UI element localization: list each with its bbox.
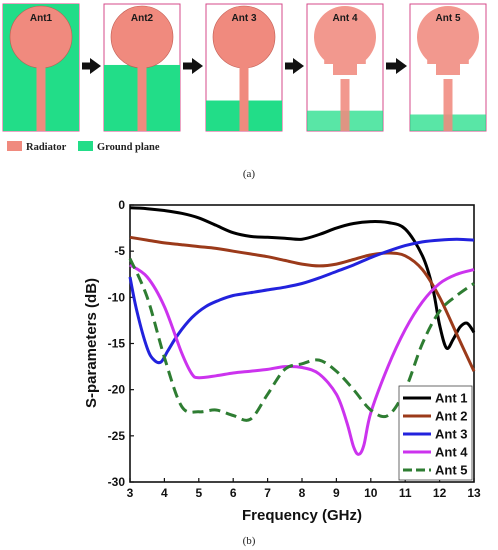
antenna-label: Ant 4 — [333, 13, 358, 24]
radiator-patch — [417, 6, 480, 75]
x-tick-label: 4 — [161, 486, 168, 500]
legend-label: Ant 1 — [435, 391, 468, 406]
arrow-shaft — [183, 62, 194, 70]
caption-b: (b) — [243, 535, 256, 547]
series-line-ant-3 — [128, 237, 475, 365]
arrow-shaft — [285, 62, 295, 70]
s-parameter-chart: 3 4 5 6 7 8 9 10 11 12 13 0 -5 -10 -15 -20 -25 -30 Frequ… — [83, 198, 481, 547]
antenna-panel: Ant2 — [103, 3, 181, 132]
legend-radiator-label: Radiator — [26, 142, 67, 153]
y-axis-ticks: 0 -5 -10 -15 -20 -25 -30 — [108, 198, 134, 489]
feed-line — [36, 66, 46, 131]
x-axis-title: Frequency (GHz) — [242, 507, 362, 524]
x-tick-label: 11 — [399, 486, 412, 500]
arrow-head — [90, 58, 101, 74]
x-tick-label: 8 — [299, 486, 306, 500]
antenna-label: Ant1 — [30, 13, 53, 24]
antenna-panel: Ant 3 — [205, 3, 283, 132]
x-tick-label: 13 — [467, 486, 481, 500]
series-line-ant-4 — [129, 263, 475, 456]
y-tick-label: -10 — [108, 290, 126, 304]
x-tick-label: 6 — [230, 486, 237, 500]
series-line-ant-2 — [129, 235, 476, 372]
series-lines — [128, 206, 476, 456]
antenna-panel: Ant 4 — [306, 3, 384, 132]
y-tick-label: -5 — [114, 244, 125, 258]
antenna-label: Ant 5 — [436, 13, 461, 24]
antenna-evolution: Ant1 Ant2 Ant 3 Ant 4 Ant 5 Radiator Ground … — [2, 3, 487, 180]
x-tick-label: 5 — [195, 486, 202, 500]
y-axis-title: S-parameters (dB) — [83, 278, 100, 408]
antenna-panel: Ant1 — [2, 3, 80, 132]
x-tick-label: 3 — [127, 486, 134, 500]
y-tick-label: -30 — [108, 475, 126, 489]
antenna-panels: Ant1 Ant2 Ant 3 Ant 4 Ant 5 — [2, 3, 487, 132]
y-tick-label: -25 — [108, 429, 126, 443]
y-tick-label: -20 — [108, 383, 126, 397]
arrow-shaft — [82, 62, 92, 70]
antenna-label: Ant 3 — [232, 13, 257, 24]
radiator-patch — [314, 6, 377, 75]
x-axis-ticks: 3 4 5 6 7 8 9 10 11 12 13 — [127, 478, 481, 500]
feed-line — [443, 79, 453, 131]
evolution-arrow — [285, 58, 304, 74]
y-tick-label: -15 — [108, 337, 126, 351]
evolution-arrow — [82, 58, 101, 74]
feed-line — [239, 66, 249, 131]
legend-radiator-swatch — [7, 141, 22, 151]
arrow-head — [293, 58, 304, 74]
evolution-arrows — [82, 58, 407, 74]
chart-legend: Ant 1 Ant 2 Ant 3 Ant 4 Ant 5 — [398, 385, 473, 481]
legend-label: Ant 3 — [435, 427, 468, 442]
legend-label: Ant 4 — [435, 445, 468, 460]
evolution-arrow — [183, 58, 203, 74]
x-tick-label: 12 — [433, 486, 447, 500]
y-tick-label: 0 — [118, 198, 125, 212]
legend-label: Ant 5 — [435, 463, 468, 478]
arrow-head — [192, 58, 203, 74]
x-tick-label: 10 — [364, 486, 378, 500]
caption-a: (a) — [243, 168, 256, 180]
feed-line — [340, 79, 350, 131]
antenna-panel: Ant 5 — [409, 3, 487, 132]
x-tick-label: 9 — [333, 486, 340, 500]
arrow-head — [396, 58, 407, 74]
series-line-ant-5 — [128, 257, 475, 422]
legend-ground-label: Ground plane — [97, 142, 160, 153]
legend-ground-swatch — [78, 141, 93, 151]
legend-entries: Ant 1 Ant 2 Ant 3 Ant 4 Ant 5 — [403, 391, 468, 478]
series-line-ant-1 — [129, 206, 476, 351]
feed-line — [137, 66, 147, 131]
evolution-arrow — [386, 58, 407, 74]
arrow-shaft — [386, 62, 398, 70]
x-tick-label: 7 — [264, 486, 271, 500]
legend-label: Ant 2 — [435, 409, 468, 424]
antenna-label: Ant2 — [131, 13, 154, 24]
